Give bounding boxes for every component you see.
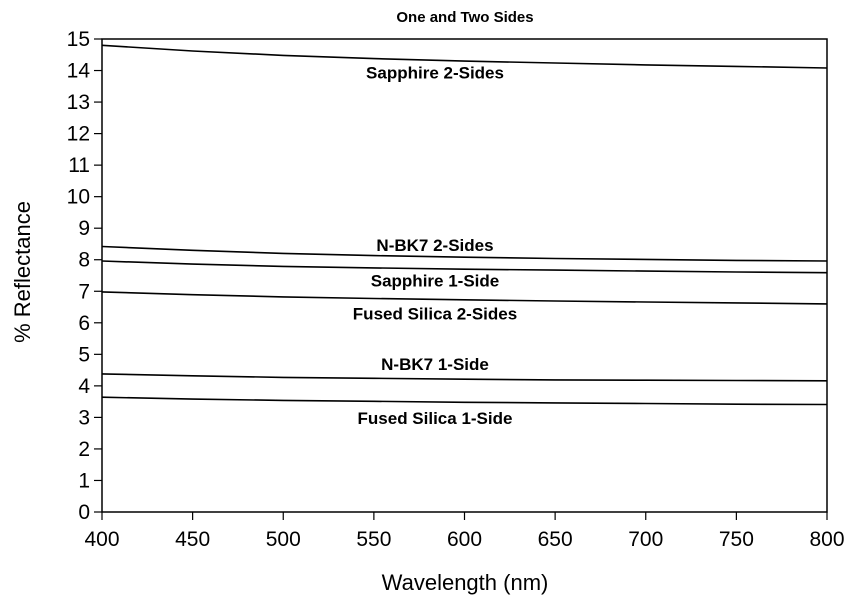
y-tick-label: 2 [78,438,90,461]
y-tick-label: 4 [78,375,90,398]
x-axis-title: Wavelength (nm) [382,570,549,595]
y-tick-label: 1 [78,469,90,492]
y-tick-label: 7 [78,280,90,303]
y-tick-label: 14 [67,60,91,83]
chart-title: One and Two Sides [396,9,533,26]
y-tick-label: 0 [78,501,90,524]
x-tick-label: 500 [266,528,301,551]
y-axis-title: % Reflectance [10,201,35,343]
series-label-fused-silica-1-side: Fused Silica 1-Side [358,409,513,428]
series-label-n-bk7-1-side: N-BK7 1-Side [381,355,489,374]
x-tick-label: 550 [356,528,391,551]
x-tick-label: 600 [447,528,482,551]
series-label-sapphire-1-side: Sapphire 1-Side [371,271,499,290]
y-tick-label: 5 [78,343,90,366]
series-label-n-bk7-2-sides: N-BK7 2-Sides [376,236,493,255]
x-tick-label: 450 [175,528,210,551]
y-tick-label: 6 [78,312,90,335]
x-tick-label: 750 [719,528,754,551]
y-tick-label: 9 [78,217,90,240]
x-tick-label: 800 [809,528,844,551]
y-tick-label: 11 [68,154,90,177]
y-tick-label: 3 [78,406,90,429]
series-line-sapphire-1-side [101,260,828,274]
y-tick-label: 13 [67,91,90,114]
series-line-fused-silica-1-side [101,396,828,406]
x-tick-label: 400 [84,528,119,551]
series-label-fused-silica-2-sides: Fused Silica 2-Sides [353,304,517,323]
series-line-n-bk7-1-side [101,373,828,382]
x-tick-label: 700 [628,528,663,551]
y-tick-label: 12 [67,123,90,146]
y-tick-label: 8 [78,249,90,272]
series-line-sapphire-2-sides [101,44,828,69]
x-tick-label: 650 [538,528,573,551]
y-tick-label: 10 [67,186,90,209]
series-line-fused-silica-2-sides [101,291,828,305]
series-line-n-bk7-2-sides [101,245,828,262]
series-label-sapphire-2-sides: Sapphire 2-Sides [366,64,504,83]
y-tick-label: 15 [67,28,90,51]
